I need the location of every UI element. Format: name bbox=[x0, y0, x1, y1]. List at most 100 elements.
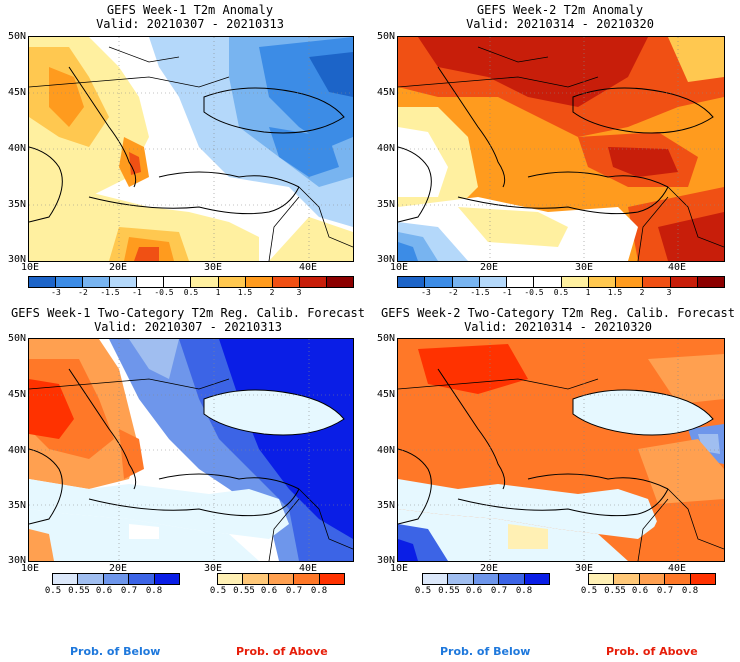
panel-title: GEFS Week-1 Two-Category T2m Reg. Calib.… bbox=[10, 306, 365, 320]
colorbar-swatch bbox=[670, 277, 698, 287]
colorbar-label: -1.5 bbox=[100, 288, 120, 297]
map-field bbox=[398, 37, 724, 261]
colorbar-label: 0.5 bbox=[183, 288, 199, 297]
colorbar-swatch bbox=[561, 277, 589, 287]
colorbar-swatch bbox=[319, 574, 345, 584]
lon-label: 20E bbox=[108, 262, 128, 273]
lat-label: 30N bbox=[7, 555, 26, 566]
anomaly-map-week2 bbox=[397, 36, 725, 262]
lon-label: 20E bbox=[479, 563, 499, 574]
lat-label: 40N bbox=[7, 143, 26, 154]
lat-label: 50N bbox=[376, 31, 395, 42]
colorbar-label: 0.8 bbox=[681, 586, 699, 596]
colorbar-swatch bbox=[499, 574, 525, 584]
colorbar-label: 0.55 bbox=[68, 586, 90, 596]
anomaly-colorbar bbox=[397, 276, 725, 288]
lat-label: 35N bbox=[7, 500, 26, 511]
lon-label: 30E bbox=[203, 262, 223, 273]
colorbar-label: 1.5 bbox=[237, 288, 253, 297]
lat-label: 50N bbox=[376, 333, 395, 344]
colorbar-swatch bbox=[29, 277, 57, 287]
lat-label: 30N bbox=[376, 254, 395, 265]
lon-label: 20E bbox=[479, 262, 499, 273]
colorbar-swatch bbox=[110, 277, 138, 287]
lon-label: 40E bbox=[667, 563, 687, 574]
colorbar-swatch bbox=[137, 277, 165, 287]
colorbar-swatch bbox=[299, 277, 327, 287]
panel-title: GEFS Week-1 T2m Anomaly bbox=[106, 3, 274, 17]
lat-label: 40N bbox=[376, 445, 395, 456]
colorbar-label: 0.8 bbox=[515, 586, 533, 596]
colorbar-label: 0.7 bbox=[490, 586, 508, 596]
lon-label: 10E bbox=[20, 262, 40, 273]
panel-valid-date: Valid: 20210307 - 20210313 bbox=[94, 320, 282, 334]
colorbar-swatch bbox=[218, 277, 246, 287]
map-field bbox=[398, 339, 724, 561]
panel-valid-date: Valid: 20210314 - 20210320 bbox=[464, 320, 652, 334]
colorbar-swatch bbox=[588, 277, 616, 287]
below-probability-colorbar bbox=[422, 573, 550, 585]
above-probability-colorbar bbox=[588, 573, 716, 585]
colorbar-swatch bbox=[56, 277, 84, 287]
colorbar-label: -1 bbox=[502, 288, 512, 297]
lon-label: 40E bbox=[667, 262, 687, 273]
colorbar-swatch bbox=[643, 277, 671, 287]
colorbar-swatch bbox=[154, 574, 180, 584]
colorbar-swatch bbox=[452, 277, 480, 287]
lon-label: 10E bbox=[389, 262, 409, 273]
panel-valid-date: Valid: 20210314 - 20210320 bbox=[466, 17, 654, 31]
colorbar-swatch bbox=[129, 574, 155, 584]
colorbar-swatch bbox=[534, 277, 562, 287]
colorbar-swatch bbox=[589, 574, 615, 584]
map-field bbox=[29, 37, 353, 261]
colorbar-label: 0.55 bbox=[233, 586, 255, 596]
colorbar-label: 3 bbox=[296, 288, 302, 297]
colorbar-label: 0.7 bbox=[120, 586, 138, 596]
colorbar-label: -3 bbox=[51, 288, 61, 297]
colorbar-label: 0.55 bbox=[438, 586, 460, 596]
colorbar-label: -1 bbox=[132, 288, 142, 297]
lon-label: 20E bbox=[108, 563, 128, 574]
colorbar-label: 0.6 bbox=[631, 586, 649, 596]
lon-label: 10E bbox=[20, 563, 40, 574]
colorbar-label: 0.6 bbox=[465, 586, 483, 596]
colorbar-swatch bbox=[479, 277, 507, 287]
colorbar-label: -3 bbox=[421, 288, 431, 297]
colorbar-swatch bbox=[268, 574, 295, 584]
colorbar-label: 3 bbox=[666, 288, 672, 297]
colorbar-swatch bbox=[665, 574, 691, 584]
colorbar-label: 2 bbox=[269, 288, 275, 297]
colorbar-label: 0.5 bbox=[209, 586, 227, 596]
colorbar-swatch bbox=[83, 277, 111, 287]
colorbar-label: 2 bbox=[639, 288, 645, 297]
colorbar-swatch bbox=[614, 574, 640, 584]
colorbar-swatch bbox=[639, 574, 666, 584]
lon-label: 10E bbox=[389, 563, 409, 574]
colorbar-label: 0.7 bbox=[656, 586, 674, 596]
panel-valid-date: Valid: 20210307 - 20210313 bbox=[96, 17, 284, 31]
colorbar-swatch bbox=[690, 574, 716, 584]
colorbar-swatch bbox=[245, 277, 273, 287]
colorbar-swatch bbox=[697, 277, 724, 287]
colorbar-swatch bbox=[616, 277, 644, 287]
lat-label: 30N bbox=[7, 254, 26, 265]
colorbar-label: 0.8 bbox=[310, 586, 328, 596]
colorbar-swatch bbox=[294, 574, 320, 584]
prob-above-legend: Prob. of Above bbox=[606, 645, 698, 658]
colorbar-label: 0.5 bbox=[580, 586, 598, 596]
anomaly-map-week1 bbox=[28, 36, 354, 262]
colorbar-label: -2 bbox=[448, 288, 458, 297]
above-probability-colorbar bbox=[217, 573, 345, 585]
colorbar-label: 0.55 bbox=[604, 586, 626, 596]
colorbar-swatch bbox=[423, 574, 449, 584]
colorbar-swatch bbox=[425, 277, 453, 287]
colorbar-label: 1.5 bbox=[607, 288, 623, 297]
lat-label: 30N bbox=[376, 555, 395, 566]
lat-label: 45N bbox=[376, 87, 395, 98]
colorbar-label: 0.5 bbox=[44, 586, 62, 596]
lat-label: 45N bbox=[7, 389, 26, 400]
lon-label: 30E bbox=[574, 262, 594, 273]
anomaly-colorbar bbox=[28, 276, 354, 288]
colorbar-label: 0.6 bbox=[95, 586, 113, 596]
lon-label: 40E bbox=[298, 262, 318, 273]
